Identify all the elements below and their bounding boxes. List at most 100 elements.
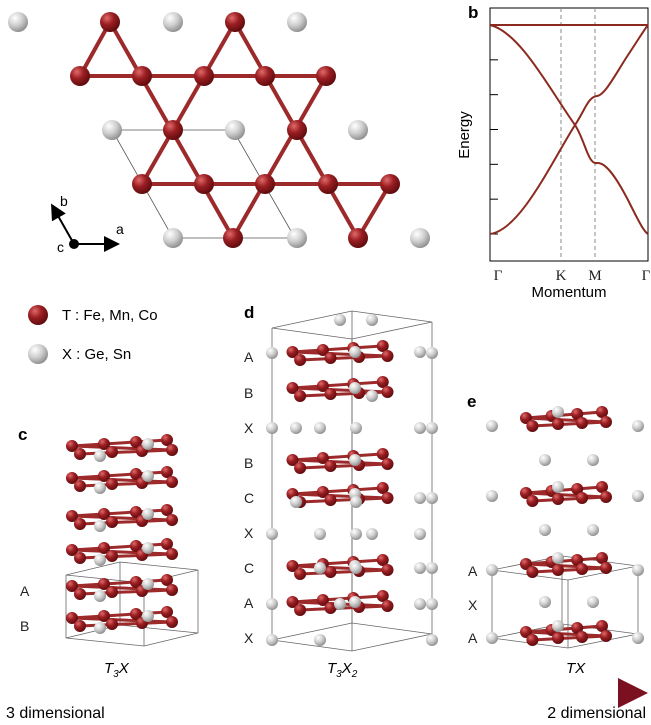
t-atom — [166, 548, 178, 560]
energy-ticks — [490, 24, 498, 235]
layer-label-d-5: X — [244, 525, 254, 541]
x-atom — [94, 450, 106, 462]
x-atom — [414, 528, 426, 540]
layer-c-5 — [66, 606, 178, 632]
x-atom — [266, 422, 278, 434]
x-atom — [266, 598, 278, 610]
t-atom-swatch — [28, 305, 48, 325]
t-atom — [381, 564, 394, 576]
x-atom — [94, 554, 106, 566]
x-atom — [349, 382, 361, 394]
t-atom — [294, 604, 307, 616]
band-frame — [489, 7, 649, 262]
unit-cell-c — [65, 561, 199, 647]
layer-label-c-1: B — [20, 618, 29, 634]
t-atom — [294, 354, 307, 366]
dimension-left-label: 3 dimensional — [6, 705, 105, 722]
t-atom — [552, 418, 564, 430]
t-atom — [161, 504, 173, 516]
x-atom — [587, 524, 599, 536]
t-atom — [600, 491, 612, 503]
layers-d — [266, 314, 438, 646]
t-atom — [324, 494, 337, 506]
x-atom — [94, 520, 106, 532]
layer-label-d-3: B — [244, 455, 253, 471]
x-atom — [94, 622, 106, 634]
t-atom — [316, 486, 329, 498]
t-atom — [74, 620, 86, 632]
x-atom — [349, 596, 361, 608]
layer-label-d-7: A — [244, 595, 254, 611]
t-atom — [66, 510, 78, 522]
t-atom — [106, 586, 118, 598]
tick-k: K — [556, 268, 567, 284]
panel-b-bands: b Γ K M Γ Momentum Energy — [456, 3, 651, 301]
t-atom — [571, 483, 584, 495]
t-atom — [106, 478, 118, 490]
t-atom — [106, 446, 118, 458]
t-atom — [526, 495, 539, 507]
x-atom — [266, 347, 278, 359]
x-atom — [552, 620, 564, 632]
t-atom — [66, 440, 78, 452]
x-atom — [94, 590, 106, 602]
t-atom — [74, 552, 86, 564]
panel-a-kagome: a — [8, 11, 430, 255]
layer-bond — [71, 514, 173, 522]
t-atom — [294, 462, 307, 474]
t-atom — [98, 610, 110, 622]
lower-dispersive-band — [489, 24, 649, 235]
x-atom — [142, 610, 154, 622]
t-atom — [161, 538, 173, 550]
layer-c-3 — [66, 538, 178, 564]
layer-bond — [292, 458, 388, 466]
panel-c-letter: c — [18, 425, 27, 444]
panel-e-tx: e A X A TX — [467, 392, 644, 677]
t-atom — [376, 340, 389, 352]
t-atom — [166, 514, 178, 526]
tick-gamma-right: Γ — [642, 268, 651, 284]
layer-c-1 — [66, 466, 178, 492]
x-atom — [414, 562, 426, 574]
t-atom — [324, 388, 337, 400]
x-atom — [142, 508, 154, 520]
t-atom — [166, 444, 178, 456]
t-atom — [596, 406, 608, 418]
t-atom — [294, 568, 307, 580]
layer-bond — [525, 562, 607, 570]
layer-e-0 — [520, 406, 612, 432]
layer-label-e-0: A — [468, 563, 478, 579]
layer-d-4 — [286, 554, 394, 580]
layer-bond — [71, 548, 173, 556]
t-atom — [596, 552, 608, 564]
x-atom — [632, 632, 644, 644]
x-atom — [552, 406, 564, 418]
x-atom — [266, 528, 278, 540]
layer-label-d-2: X — [244, 420, 254, 436]
t-atom — [376, 448, 389, 460]
layer-labels-d: A B X B C X C A X — [244, 349, 254, 646]
formula-c: T3X — [104, 660, 130, 680]
panel-d-t3x2: d A B X B C X C A X T3X2 — [244, 303, 438, 680]
t-atom — [381, 350, 394, 362]
axis-b-label: b — [60, 193, 68, 209]
layer-bond — [525, 630, 607, 638]
panel-c-t3x: c A B T3X — [18, 425, 199, 680]
t-atom — [161, 574, 173, 586]
x-atom — [314, 528, 326, 540]
t-atom — [324, 566, 337, 578]
t-atom — [526, 420, 539, 432]
layer-bond — [292, 486, 383, 496]
t-atom — [166, 476, 178, 488]
upper-dispersive-band — [489, 24, 649, 235]
t-atom — [130, 608, 142, 620]
x-atom — [334, 314, 346, 326]
layer-bond — [292, 344, 383, 354]
x-atom — [142, 542, 154, 554]
x-atom — [94, 482, 106, 494]
t-atom — [166, 616, 178, 628]
x-atom-swatch — [28, 344, 48, 364]
t-atom — [74, 518, 86, 530]
x-atom — [539, 524, 551, 536]
x-atom — [426, 634, 438, 646]
